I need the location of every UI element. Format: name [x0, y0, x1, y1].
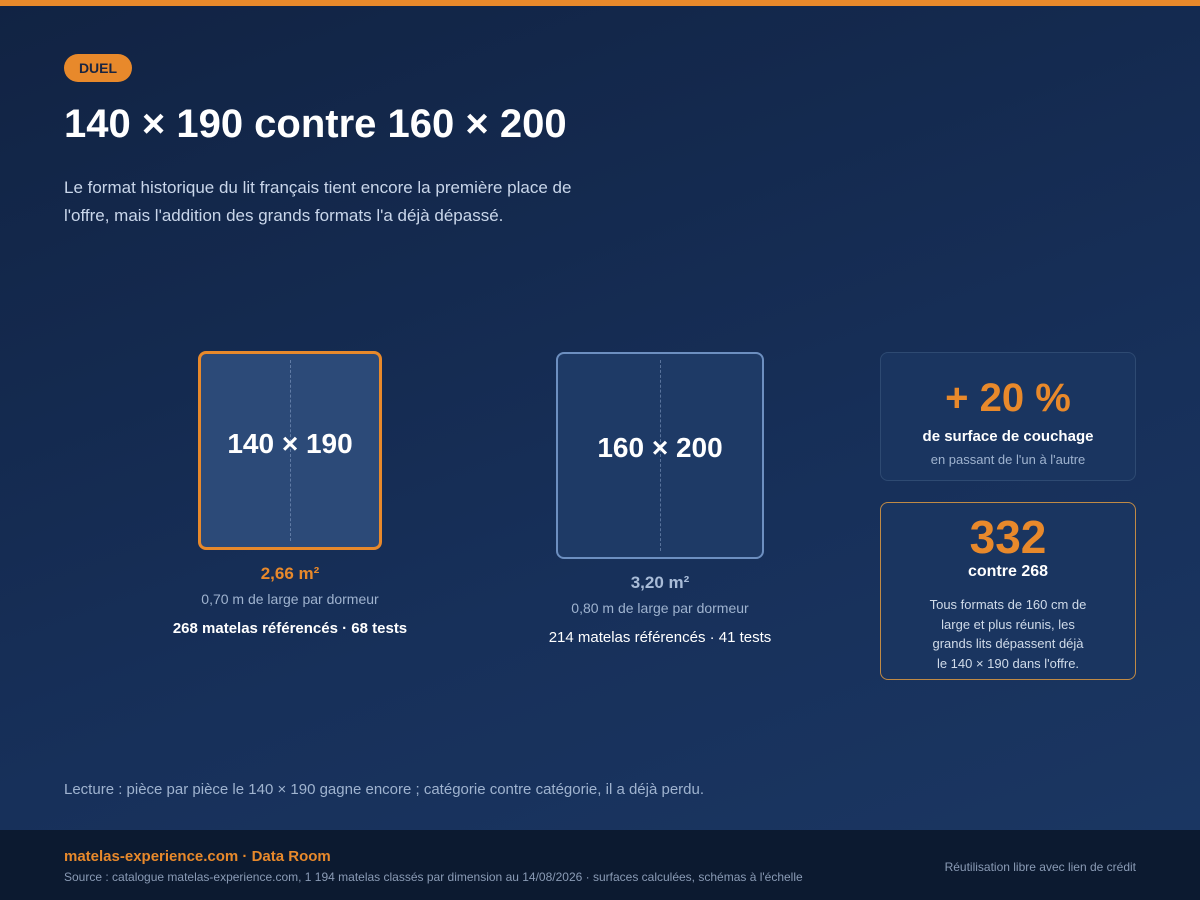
- stat-big: 332: [969, 511, 1047, 563]
- stat-card: [880, 352, 1136, 481]
- stat-line: contre 268: [967, 563, 1049, 580]
- footer-source: Source : catalogue matelas-experience.co…: [64, 870, 803, 884]
- reading-note: Lecture : pièce par pièce le 140 × 190 g…: [64, 781, 705, 798]
- stat-note-line: Tous formats de 160 cm de: [929, 597, 1087, 612]
- stat-note-line: le 140 × 190 dans l'offre.: [936, 656, 1080, 671]
- footer-brand: matelas-experience.com · Data Room: [64, 848, 331, 865]
- title: 140 × 190 contre 160 × 200: [64, 102, 567, 146]
- bed-label: 140 × 190: [227, 428, 353, 459]
- bed-label: 160 × 200: [597, 432, 723, 463]
- badge: DUEL: [64, 54, 132, 82]
- stat-big: + 20 %: [945, 376, 1071, 420]
- bed-surface: 2,66 m²: [260, 564, 320, 583]
- bed-width-note: 0,80 m de large par dormeur: [571, 600, 749, 616]
- subtitle-line: Le format historique du lit français tie…: [64, 178, 572, 197]
- bed-schema: 140 × 190: [198, 351, 382, 550]
- subtitle-line: l'offre, mais l'addition des grands form…: [64, 206, 504, 225]
- bed-schema: 160 × 200: [556, 352, 764, 559]
- bed-divider: [660, 360, 661, 551]
- stat-note: en passant de l'un à l'autre: [930, 452, 1086, 467]
- bed-count: 214 matelas référencés · 41 tests: [548, 629, 772, 646]
- bed-count: 268 matelas référencés · 68 tests: [172, 620, 408, 637]
- stat-line: de surface de couchage: [922, 428, 1094, 445]
- bed-surface: 3,20 m²: [630, 573, 690, 592]
- footer: [0, 830, 1200, 900]
- stat-card: [880, 502, 1136, 680]
- stat-note-line: grands lits dépassent déjà: [932, 636, 1084, 651]
- bed-width-note: 0,70 m de large par dormeur: [201, 591, 379, 607]
- top-bar: [0, 0, 1200, 6]
- bed-divider: [290, 360, 291, 541]
- stat-note-line: large et plus réunis, les: [941, 617, 1075, 632]
- footer-license: Réutilisation libre avec lien de crédit: [944, 860, 1136, 874]
